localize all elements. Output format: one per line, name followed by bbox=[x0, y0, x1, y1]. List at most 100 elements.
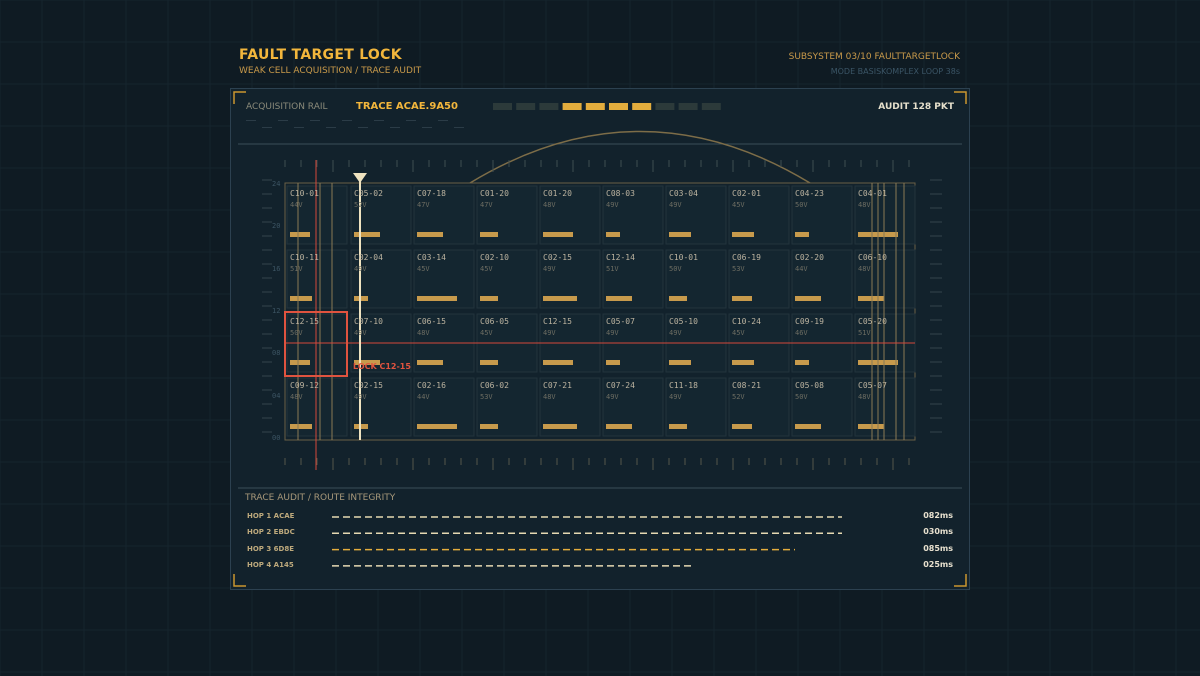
cell-id: C08-21 bbox=[732, 381, 761, 390]
cursor-head bbox=[353, 173, 367, 183]
cell-id: C03-04 bbox=[669, 189, 698, 198]
rail-dash bbox=[358, 127, 368, 128]
cell-id: C05-07 bbox=[606, 317, 635, 326]
cell-id: C02-10 bbox=[480, 253, 509, 262]
hop-latency: 082ms bbox=[923, 511, 953, 520]
rail-segment bbox=[539, 103, 559, 110]
hop-name: HOP 3 6D8E bbox=[247, 544, 295, 553]
cell bbox=[602, 249, 664, 309]
cell-voltage: 45V bbox=[417, 265, 430, 273]
cell-id: C02-04 bbox=[354, 253, 383, 262]
cell-voltage: 48V bbox=[417, 329, 430, 337]
cell-id: C06-15 bbox=[417, 317, 446, 326]
lock-box bbox=[284, 311, 348, 377]
cell-bar bbox=[480, 296, 498, 301]
cell-bar bbox=[543, 296, 577, 301]
title: FAULT TARGET LOCK bbox=[239, 47, 402, 63]
audit-title: TRACE AUDIT / ROUTE INTEGRITY bbox=[245, 493, 396, 503]
cell-voltage: 48V bbox=[543, 393, 556, 401]
cell-id: C06-05 bbox=[480, 317, 509, 326]
cell-id: C12-15 bbox=[543, 317, 572, 326]
cell-voltage: 50V bbox=[290, 329, 303, 337]
cell-voltage: 45V bbox=[480, 265, 493, 273]
cell-bar bbox=[795, 424, 821, 429]
rail-dash bbox=[278, 120, 288, 121]
lock-label: LOCK C12-15 bbox=[353, 362, 411, 371]
rail-segment bbox=[493, 103, 512, 110]
cell-id: C02-15 bbox=[543, 253, 572, 262]
rail-label: ACQUISITION RAIL bbox=[246, 102, 328, 112]
cell-voltage: 49V bbox=[543, 265, 556, 273]
y-tick-label: 24 bbox=[272, 180, 281, 188]
cell-id: C11-18 bbox=[669, 381, 698, 390]
cell-bar bbox=[858, 424, 884, 429]
cell-voltage: 49V bbox=[606, 201, 619, 209]
corner bbox=[233, 91, 246, 104]
cell-id: C12-14 bbox=[606, 253, 635, 262]
cell-bar bbox=[290, 424, 312, 429]
rail-dash bbox=[294, 127, 304, 128]
cell-bar bbox=[606, 232, 620, 237]
y-tick-label: 12 bbox=[272, 306, 281, 315]
cell-voltage: 49V bbox=[354, 265, 367, 273]
rail-segment bbox=[678, 103, 698, 110]
rail-segment bbox=[701, 103, 721, 110]
rail-segment bbox=[516, 103, 536, 110]
y-tick-label: 16 bbox=[272, 264, 281, 273]
cell-voltage: 50V bbox=[795, 201, 808, 209]
rail-dash bbox=[454, 127, 464, 128]
rail-segment bbox=[585, 103, 605, 110]
cell-voltage: 48V bbox=[543, 201, 556, 209]
subtitle: WEAK CELL ACQUISITION / TRACE AUDIT bbox=[239, 66, 422, 76]
cell-id: C10-11 bbox=[290, 253, 319, 262]
cell-voltage: 48V bbox=[858, 265, 871, 273]
rail-segment bbox=[655, 103, 675, 110]
cell-voltage: 53V bbox=[480, 393, 493, 401]
cell-bar bbox=[543, 424, 577, 429]
cell-voltage: 45V bbox=[732, 329, 745, 337]
cell-bar bbox=[669, 360, 691, 365]
audit-count: AUDIT 128 PKT bbox=[878, 102, 954, 112]
cell-voltage: 45V bbox=[732, 201, 745, 209]
cell-bar bbox=[543, 360, 573, 365]
cell-id: C02-16 bbox=[417, 381, 446, 390]
cell-voltage: 51V bbox=[290, 265, 303, 273]
rail-dash bbox=[422, 127, 432, 128]
cell-voltage: 44V bbox=[417, 393, 430, 401]
cell-bar bbox=[795, 232, 809, 237]
cell-id: C02-01 bbox=[732, 189, 761, 198]
cell-id: C07-21 bbox=[543, 381, 572, 390]
cell-bar bbox=[480, 424, 498, 429]
y-tick-label: 20 bbox=[272, 222, 281, 231]
cell-id: C08-03 bbox=[606, 189, 635, 198]
cell-voltage: 49V bbox=[606, 329, 619, 337]
hop-name: HOP 1 ACAE bbox=[247, 512, 295, 520]
cell-id: C10-01 bbox=[290, 189, 319, 198]
cell-bar bbox=[290, 232, 310, 237]
cell-voltage: 50V bbox=[795, 393, 808, 401]
cell-voltage: 53V bbox=[732, 265, 745, 273]
cell-voltage: 45V bbox=[480, 329, 493, 337]
rail-dash bbox=[438, 120, 448, 121]
cell-id: C05-10 bbox=[669, 317, 698, 326]
cell-bar bbox=[795, 296, 821, 301]
cell-bar bbox=[606, 424, 632, 429]
cell-voltage: 50V bbox=[669, 265, 682, 273]
cell-id: C02-15 bbox=[354, 381, 383, 390]
cell-id: C01-20 bbox=[480, 189, 509, 198]
cell-id: C10-24 bbox=[732, 317, 761, 326]
y-tick-label: 04 bbox=[272, 391, 281, 400]
cell-voltage: 51V bbox=[606, 265, 619, 273]
cell-id: C07-18 bbox=[417, 189, 446, 198]
cell-bar bbox=[417, 424, 457, 429]
rail-dash bbox=[390, 127, 400, 128]
cell-bar bbox=[417, 232, 443, 237]
cell-bar bbox=[669, 232, 691, 237]
cell-id: C05-08 bbox=[795, 381, 824, 390]
cell-bar bbox=[732, 360, 754, 365]
cell-voltage: 48V bbox=[858, 393, 871, 401]
cell-bar bbox=[732, 296, 752, 301]
hop-latency: 025ms bbox=[923, 559, 953, 569]
y-tick-label: 08 bbox=[272, 349, 281, 358]
cell-bar bbox=[606, 296, 632, 301]
